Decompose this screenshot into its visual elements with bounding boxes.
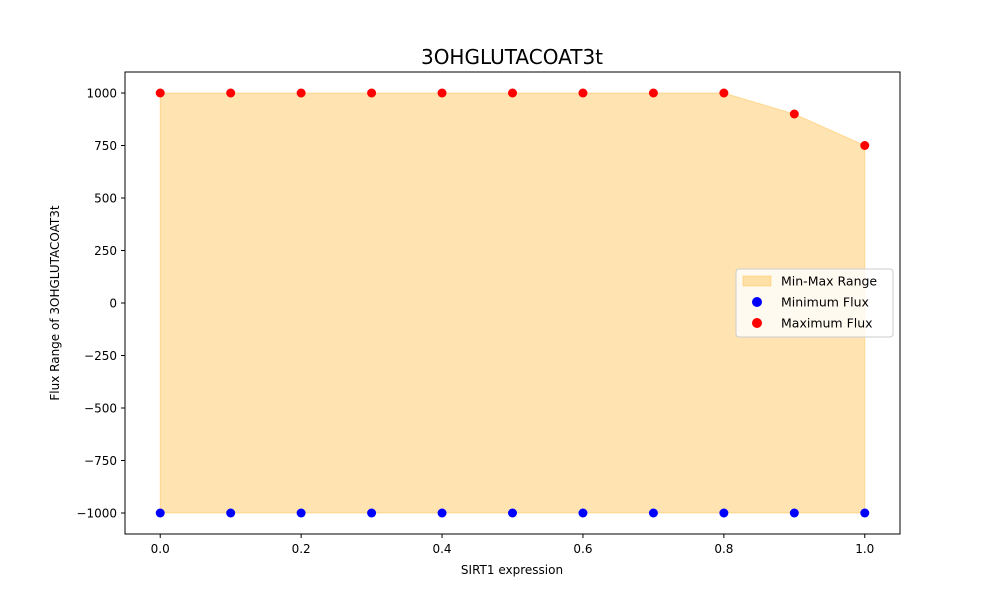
max-flux-point	[860, 141, 870, 150]
chart-title: 3OHGLUTACOAT3t	[421, 45, 603, 69]
max-flux-point	[648, 88, 658, 98]
legend-label-max: Maximum Flux	[781, 316, 873, 331]
legend-marker-max	[752, 318, 762, 328]
x-axis-label: SIRT1 expression	[461, 563, 563, 577]
max-flux-point	[367, 88, 377, 98]
legend-label-min: Minimum Flux	[781, 295, 869, 310]
legend-marker-min	[752, 297, 762, 307]
min-flux-point	[789, 508, 799, 518]
y-tick-label: 750	[94, 139, 117, 153]
legend-swatch-range	[742, 275, 772, 287]
min-flux-point	[296, 508, 306, 518]
legend-label-range: Min-Max Range	[781, 274, 877, 289]
min-flux-point	[226, 508, 236, 518]
max-flux-point	[155, 88, 165, 98]
min-flux-point	[508, 508, 517, 518]
legend-frame	[735, 268, 894, 338]
y-axis-label: Flux Range of 3OHGLUTACOAT3t	[48, 205, 62, 401]
x-tick-label: 0.2	[292, 542, 311, 556]
max-flux-point	[437, 88, 447, 98]
y-tick-label: −500	[84, 402, 117, 416]
y-tick-label: −250	[84, 349, 117, 363]
max-flux-point	[578, 88, 588, 98]
max-flux-point	[296, 88, 306, 98]
y-tick-label: −750	[84, 454, 117, 468]
y-tick-label: 0	[109, 297, 117, 311]
min-flux-point	[860, 508, 870, 518]
x-tick-label: 0.6	[573, 542, 592, 556]
min-flux-point	[437, 508, 447, 518]
x-tick-label: 0.0	[151, 542, 170, 556]
x-tick-label: 0.8	[714, 542, 733, 556]
plot-area: 0.0 0.2 0.4 0.6 0.8 1.0 1000 750 500 250 0 −250 −500…	[76, 71, 901, 556]
legend: Min-Max Range Minimum Flux Maximum Flux	[735, 268, 894, 338]
max-flux-point	[719, 88, 729, 98]
y-tick-label: 250	[94, 244, 117, 258]
y-tick-label: 500	[94, 192, 117, 206]
y-tick-label: −1000	[76, 507, 117, 521]
min-flux-point	[367, 508, 377, 518]
min-flux-point	[648, 508, 658, 518]
x-tick-label: 0.4	[432, 542, 451, 556]
x-tick-label: 1.0	[855, 542, 874, 556]
min-flux-point	[578, 508, 588, 518]
y-tick-label: 1000	[86, 87, 117, 101]
min-flux-point	[719, 508, 729, 518]
max-flux-point	[508, 88, 517, 98]
min-flux-point	[155, 508, 165, 518]
max-flux-point	[226, 88, 236, 98]
max-flux-point	[789, 109, 799, 119]
